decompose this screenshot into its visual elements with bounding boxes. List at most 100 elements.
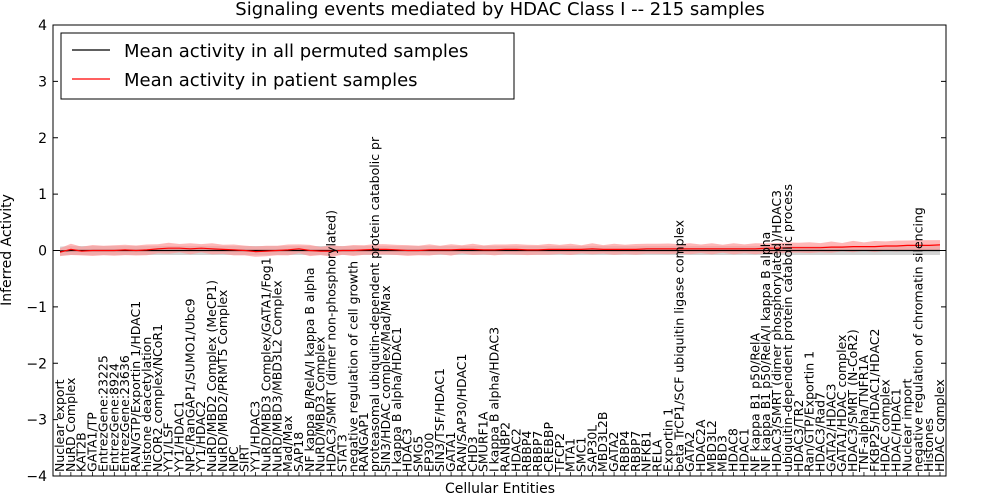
x-tick-label: SMG5 — [411, 436, 426, 472]
x-tick-label: GATA1/HDAC complex — [834, 335, 849, 472]
patient-line — [59, 244, 941, 253]
x-tick-label: HDAC3/SMRT (dimer non-phosphorylated) — [324, 210, 339, 472]
plot-frame — [52, 24, 947, 477]
x-tick-label: Exportin 1 — [660, 408, 675, 472]
x-tick-label: HDAC3/TR2 — [791, 400, 806, 472]
x-tick-label: SAP30L — [584, 425, 599, 472]
x-tick-label: ubiquitin-dependent protein catabolic pr… — [780, 184, 795, 472]
x-tick-label: SMURF1A — [476, 411, 491, 472]
x-tick-label: HDAC8 — [726, 428, 741, 472]
x-tick-label: TNF-alpha/TNFR1A — [856, 355, 871, 473]
x-tick-label: GATA1 — [443, 432, 458, 472]
x-tick-label: NCOR2 complex/NCoR1 — [150, 324, 165, 472]
y-tick-label: −3 — [26, 413, 47, 429]
x-tick-label: negative regulation of chromatin silenci… — [910, 207, 925, 472]
x-tick-label: MBD3L2B — [595, 412, 610, 472]
y-tick-label: 2 — [38, 131, 47, 147]
x-tick-label: HDAC2A — [693, 419, 708, 472]
x-tick-label: MBD3L2 — [704, 420, 719, 472]
x-tick-label: YY1/LSF — [161, 422, 176, 473]
y-tick-label: 3 — [38, 74, 47, 90]
x-tick-label: EntrezGene:8924 — [106, 363, 121, 472]
x-tick-label: RBBP7 — [628, 431, 643, 472]
x-tick-label: NF kappa B/RelA/I kappa B alpha — [302, 267, 317, 472]
y-tick-label: 1 — [38, 187, 47, 203]
x-tick-label: HDAC/HDAC1 — [889, 388, 904, 472]
x-tick-label: Nuclear import — [899, 379, 914, 472]
x-tick-label: SIN3/HDAC complex/Mad/Max — [378, 285, 393, 472]
x-tick-label: RELA — [650, 439, 665, 472]
x-tick-label: RBBP4 — [519, 431, 534, 472]
x-tick-label: NuRD Complex — [63, 378, 78, 472]
x-tick-label: Mad/Max — [280, 416, 295, 472]
x-tick-label: SAP18 — [291, 432, 306, 472]
x-tick-label: NuRD/MBD2 Complex (MeCP1) — [204, 280, 219, 472]
x-tick-label: FKBP25/HDAC1/HDAC2 — [867, 329, 882, 472]
x-tick-label: HDAC1 — [736, 428, 751, 472]
x-tick-label: HDAC complex — [878, 379, 893, 472]
y-tick-label: −1 — [26, 300, 47, 316]
x-tick-label: Ran/GTP/Exportin 1 — [802, 351, 817, 472]
x-tick-label: YY1/HDAC2 — [193, 401, 208, 473]
x-tick-label: beta TrCP1/SCF ubiquitin ligase complex — [671, 220, 686, 472]
x-tick-label: HDAC3/Rad7 — [812, 392, 827, 472]
x-tick-label: HDAC2 — [508, 428, 523, 472]
x-tick-label: HDAC3/SMRT (N-CoR2) — [845, 329, 860, 472]
x-tick-label: HDAC3 — [400, 428, 415, 472]
x-tick-label: RANGAP1 — [356, 412, 371, 472]
x-tick-label: EntrezGene:23225 — [95, 355, 110, 472]
legend-label-patient: Mean activity in patient samples — [124, 70, 418, 91]
permuted-line — [59, 249, 940, 252]
x-tick-label: RBBP7 — [530, 431, 545, 472]
x-tick-label: MBD3 — [715, 435, 730, 472]
legend-box — [60, 32, 515, 100]
legend-label-permuted: Mean activity in all permuted samples — [124, 41, 468, 62]
x-tick-label: NuRD/MBD2/PRMT5 Complex — [215, 290, 230, 472]
x-tick-label: SIN3/TSF/HDAC1 — [432, 368, 447, 472]
x-tick-label: NuRD/MBD3 Complex — [313, 336, 328, 472]
x-tick-label: SMC1 — [573, 437, 588, 472]
x-tick-label: I kappa B alpha/HDAC1 — [389, 327, 404, 472]
y-tick-label: −2 — [26, 356, 47, 372]
x-tick-label: HDAC complex — [932, 379, 947, 472]
x-tick-label: GATA2/HDAC3 — [823, 384, 838, 472]
x-tick-label: NF kappa B1 p50/RelA — [747, 332, 762, 472]
y-axis-label: Inferred Activity — [0, 194, 15, 306]
x-tick-label: KAT2B — [74, 432, 89, 472]
x-tick-label: NPC/RanGAP1/SUMO1/Ubc9 — [182, 298, 197, 472]
y-tick-label: −4 — [26, 469, 47, 485]
x-tick-label: RBBP4 — [617, 431, 632, 472]
x-tick-label: TFCP2 — [552, 433, 567, 473]
x-tick-label: MTA1 — [563, 438, 578, 472]
x-tick-label: YY1/HDAC1 — [172, 401, 187, 473]
x-tick-label: proteasomal ubiquitin-dependent protein … — [367, 136, 382, 472]
x-tick-label: EntrezGene:23636 — [117, 355, 132, 472]
legend: Mean activity in all permuted samples Me… — [60, 32, 515, 100]
x-tick-label: GATA2 — [606, 432, 621, 472]
x-tick-label: RANBP2 — [497, 422, 512, 472]
x-tick-label: SIRT — [237, 445, 252, 472]
x-tick-label: histone deacetylation — [139, 337, 154, 472]
x-tick-label: GATA2 — [682, 432, 697, 472]
x-tick-label: Histones — [921, 418, 936, 472]
x-axis-label: Cellular Entities — [445, 481, 555, 497]
x-tick-label: Nuclear export — [52, 379, 67, 472]
x-tick-label: negative regulation of cell growth — [345, 261, 360, 472]
x-tick-label: HDAC3/SMRT (dimer phosphorylated)/HDAC3 — [769, 190, 784, 472]
x-tick-label: GATA1/TP — [85, 412, 100, 472]
x-tick-label: NF kappa B1 p50/RelA/I kappa B alpha — [758, 232, 773, 472]
x-tick-label: EP300 — [421, 433, 436, 472]
x-tick-label: NuRD/MBD3/MBD3L2 Complex — [269, 280, 284, 472]
chart-title: Signaling events mediated by HDAC Class … — [235, 0, 764, 20]
x-tick-label: NPC — [226, 446, 241, 472]
x-tick-label: YY1/HDAC3 — [248, 401, 263, 473]
x-tick-label: RAN/GTP/Exportin 1/HDAC1 — [128, 301, 143, 472]
y-tick-label: 4 — [38, 18, 47, 34]
y-tick-label: 0 — [38, 244, 47, 260]
x-tick-label: RAN/SAP30/HDAC1 — [454, 354, 469, 472]
x-tick-label: I kappa B alpha/HDAC3 — [487, 327, 502, 472]
patient-band — [60, 240, 940, 257]
x-tick-label: CHD3 — [465, 436, 480, 472]
x-tick-label: NuRD/MBD3 Complex/GATA1/Fog1 — [258, 257, 273, 472]
